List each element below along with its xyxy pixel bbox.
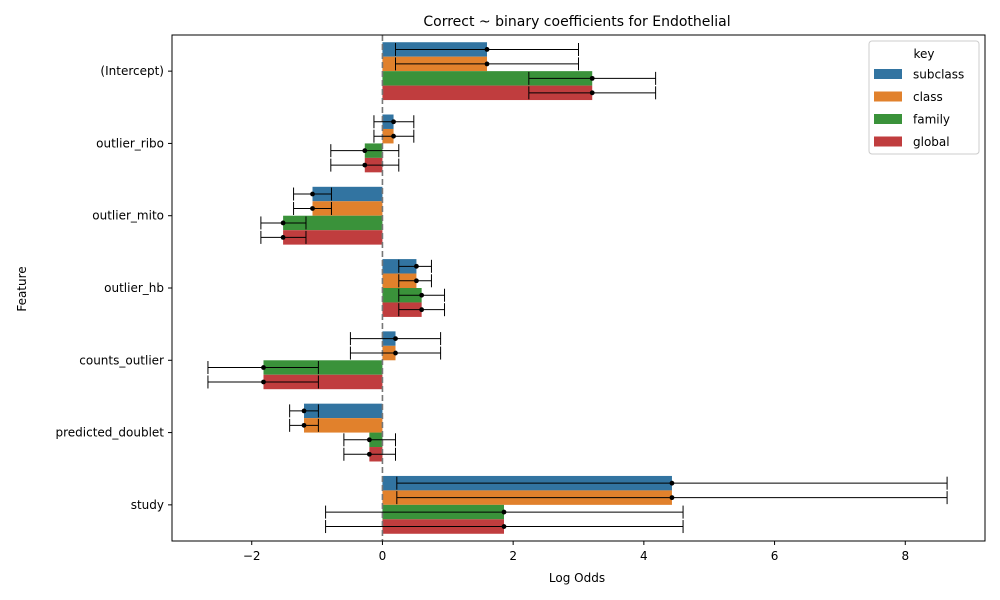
point-subclass-3 — [414, 263, 419, 269]
y-tick-label-3: outlier_hb — [104, 281, 164, 295]
y-tick-label-6: study — [131, 498, 164, 512]
legend-swatch-class — [874, 91, 902, 102]
point-class-2 — [310, 206, 315, 211]
point-subclass-5 — [301, 408, 307, 414]
x-axis-label: Log Odds — [549, 571, 605, 585]
bar-family-2 — [283, 215, 383, 231]
point-global-3 — [419, 307, 425, 313]
legend: key subclass class family global — [868, 40, 980, 155]
x-tick-label-1: 0 — [379, 549, 387, 563]
bar-class-5 — [304, 418, 383, 433]
legend-title: key — [913, 47, 934, 61]
point-subclass-0 — [484, 47, 490, 52]
y-tick-label-1: outlier_ribo — [96, 136, 164, 150]
point-global-5 — [366, 451, 372, 457]
x-tick-label-2: 2 — [509, 549, 517, 563]
bar-family-4 — [263, 360, 383, 375]
y-axis: (Intercept) outlier_ribo outlier_mitooutli… — [55, 64, 172, 512]
point-family-3 — [419, 292, 425, 298]
y-tick-label-0: (Intercept) — [100, 64, 164, 78]
legend-label-family: family — [913, 113, 950, 127]
point-global-4 — [261, 379, 266, 385]
point-class-1 — [391, 133, 396, 139]
x-tick-label-3: 4 — [640, 549, 648, 563]
point-class-3 — [414, 278, 419, 284]
chart-title: Correct ~ binary coefficients for Endoth… — [423, 14, 730, 30]
legend-label-class: class — [913, 90, 943, 104]
legend-label-subclass: subclass — [913, 68, 964, 82]
x-tick-label-5: 8 — [901, 549, 909, 563]
point-class-5 — [301, 422, 307, 428]
bar-subclass-5 — [304, 403, 383, 419]
bar-global-0 — [382, 85, 593, 101]
plot-area — [207, 35, 948, 541]
bar-global-4 — [263, 374, 383, 390]
point-class-4 — [393, 350, 398, 356]
point-family-6 — [501, 509, 507, 515]
legend-swatch-global — [874, 136, 902, 147]
legend-label-global: global — [913, 135, 950, 149]
bar-subclass-2 — [312, 186, 383, 202]
point-subclass-4 — [393, 336, 398, 341]
x-axis: −2 0 2 4 6 8 — [243, 541, 909, 563]
point-family-2 — [280, 220, 286, 226]
point-class-0 — [484, 61, 490, 67]
x-tick-label-0: −2 — [243, 549, 261, 563]
legend-swatch-subclass — [874, 69, 902, 79]
legend-swatch-family — [874, 114, 902, 124]
point-global-2 — [280, 235, 286, 240]
point-family-5 — [366, 437, 372, 443]
point-subclass-2 — [310, 191, 315, 197]
point-family-4 — [261, 365, 266, 370]
point-subclass-1 — [391, 119, 396, 125]
bar-global-2 — [283, 230, 383, 245]
bar-family-0 — [382, 71, 593, 86]
point-family-1 — [362, 148, 368, 154]
point-global-1 — [362, 162, 368, 168]
x-tick-label-4: 6 — [771, 549, 779, 563]
point-global-0 — [589, 90, 595, 96]
point-family-0 — [589, 75, 595, 81]
point-global-6 — [501, 524, 507, 529]
point-subclass-6 — [669, 480, 675, 486]
bar-class-2 — [312, 201, 383, 216]
y-tick-label-5: predicted_doublet — [55, 426, 164, 440]
plot-frame — [171, 34, 986, 542]
point-class-6 — [669, 495, 675, 501]
y-axis-label: Feature — [15, 266, 29, 311]
y-tick-label-2: outlier_mito — [92, 209, 164, 223]
y-tick-label-4: counts_outlier — [79, 353, 164, 367]
